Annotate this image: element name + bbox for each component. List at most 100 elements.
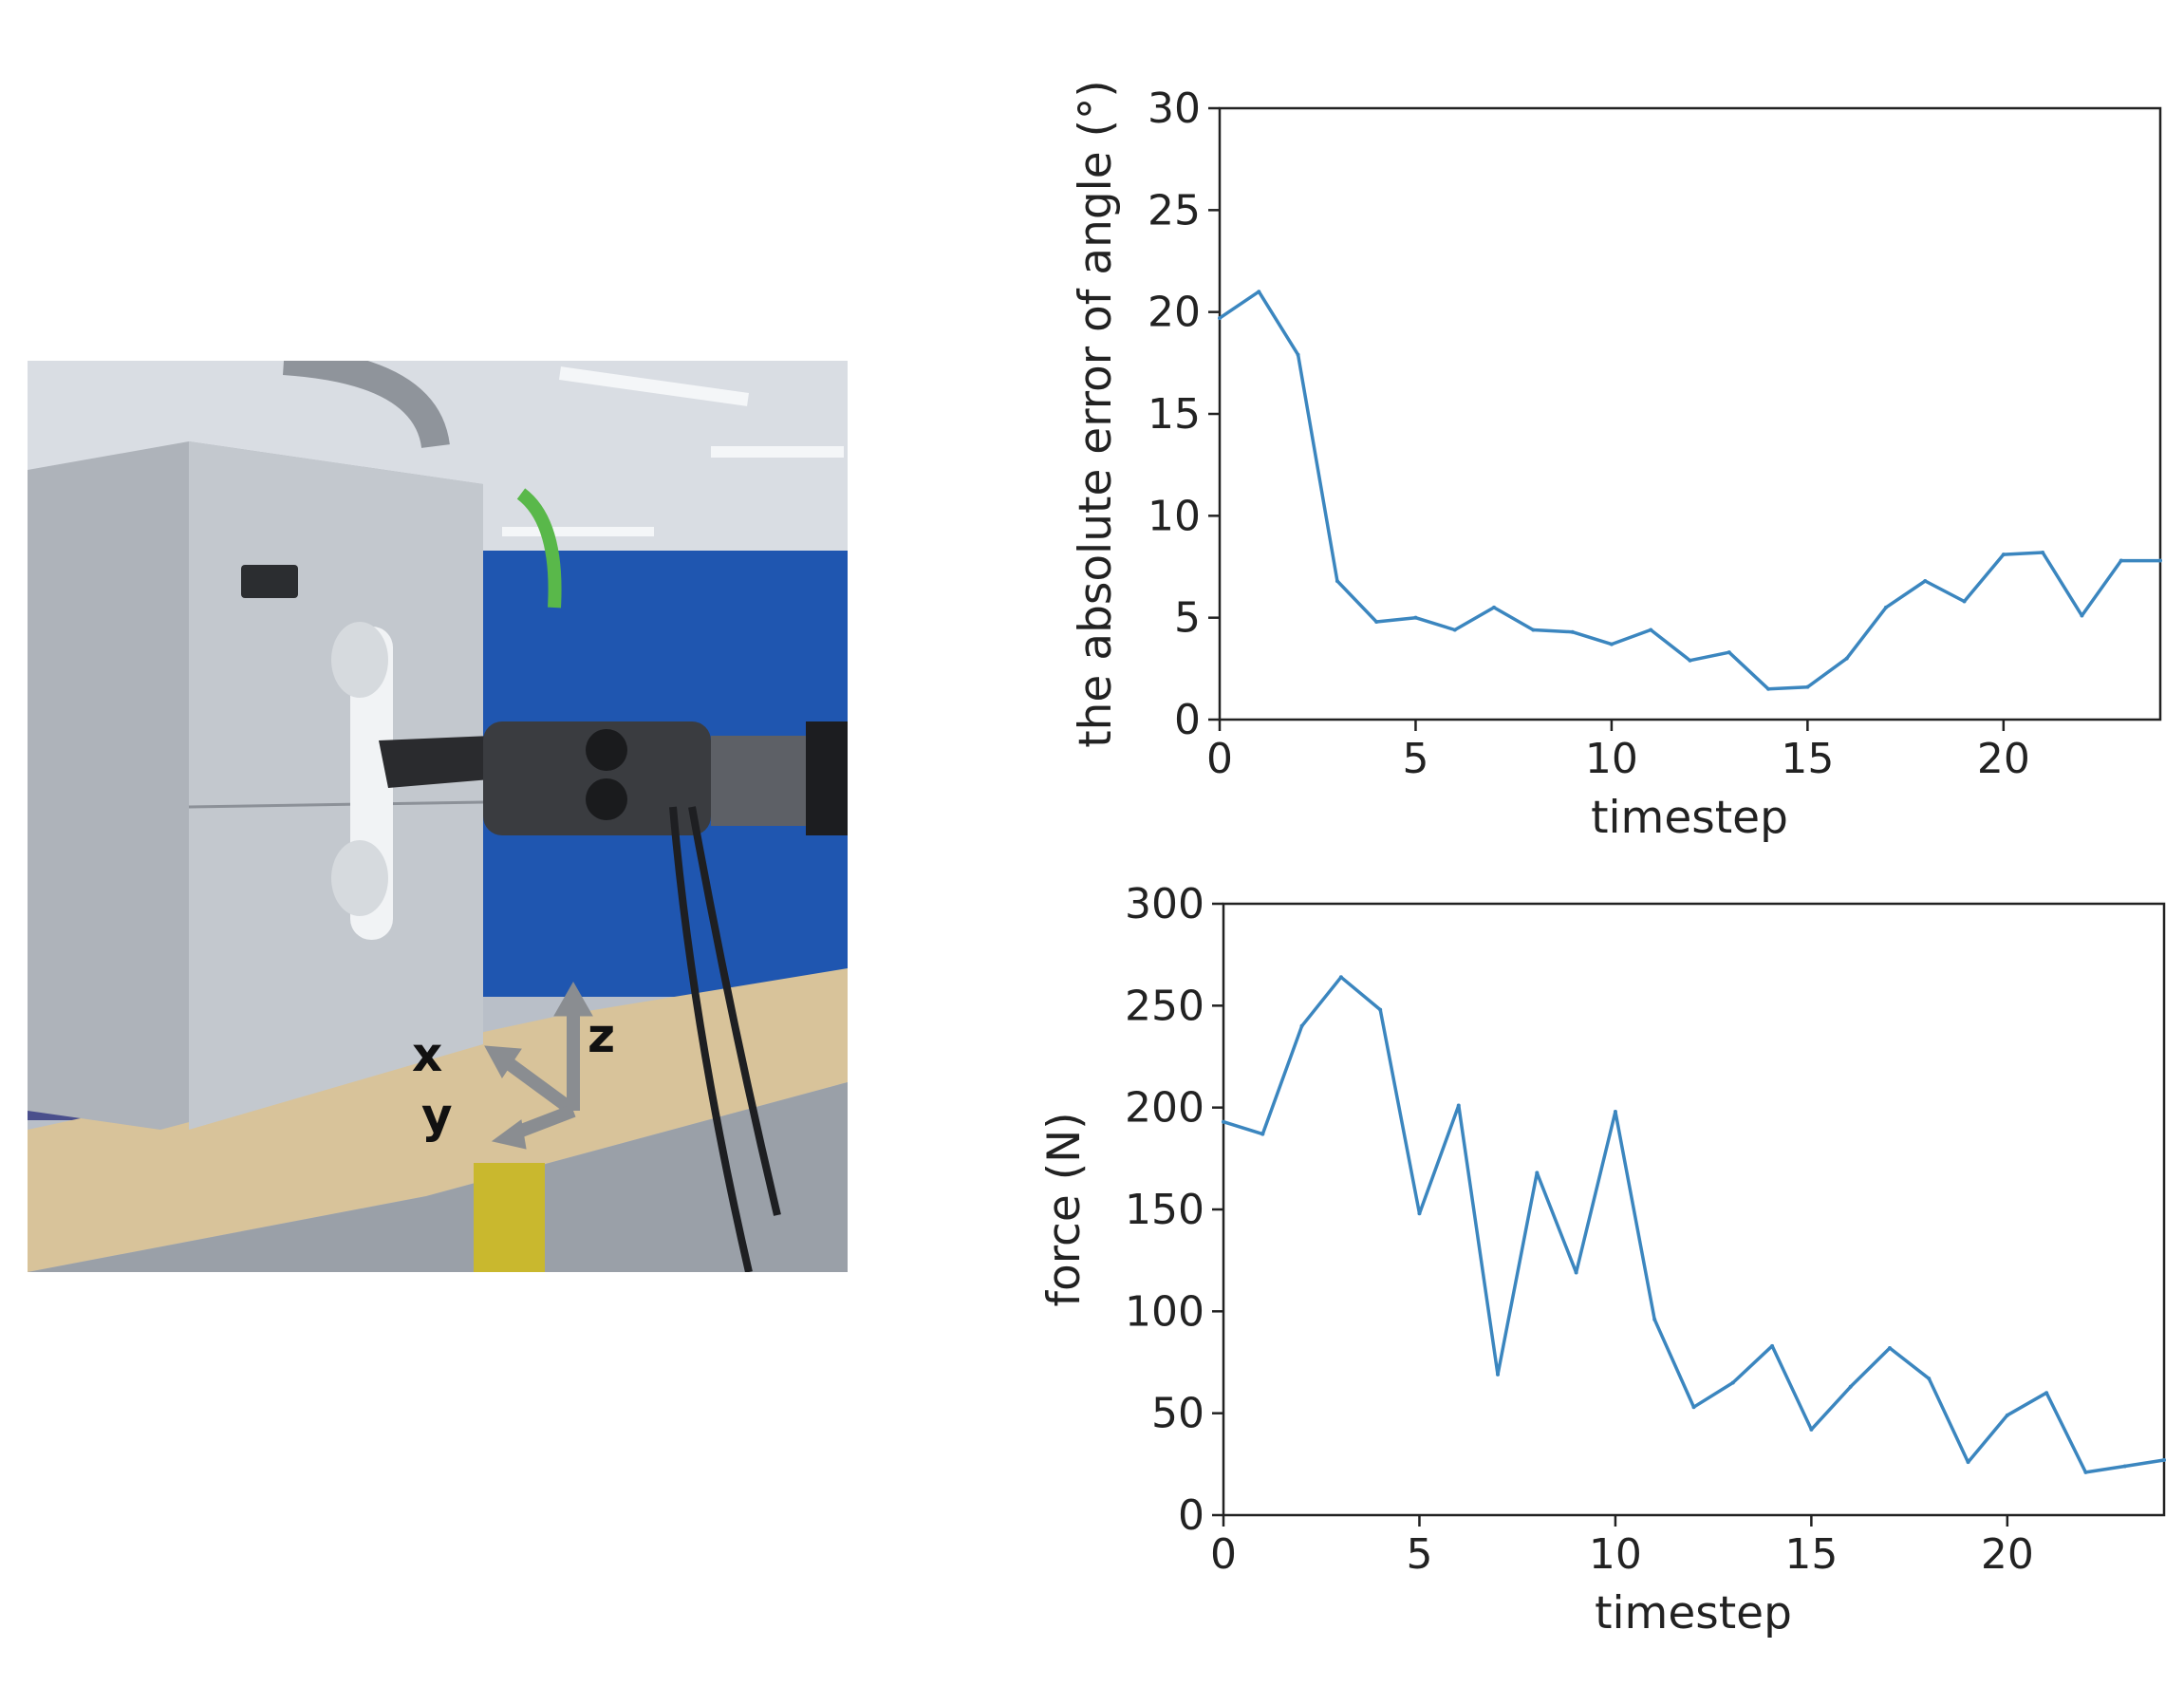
- angle-chart-data-point: [1649, 628, 1653, 632]
- force-chart-x-label: timestep: [1595, 1587, 1792, 1639]
- force-chart-data-point: [1652, 1317, 1657, 1321]
- force-chart-x-tick-label: 10: [1589, 1530, 1642, 1579]
- green-cable: [516, 488, 562, 609]
- force-chart-data-point: [2122, 1464, 2127, 1469]
- force-chart-x-tick-label: 0: [1210, 1530, 1237, 1579]
- robot-hand: [379, 736, 502, 788]
- axis-label-z: z: [588, 1008, 615, 1063]
- angle-chart-data-point: [1413, 615, 1418, 620]
- angle-chart-data-point: [1492, 605, 1497, 609]
- force-chart-y-tick-label: 300: [1125, 880, 1204, 928]
- force-chart-data-point: [1770, 1343, 1775, 1348]
- axis-label-y: y: [421, 1088, 453, 1143]
- force-chart-data-point: [2044, 1391, 2049, 1396]
- angle-chart-y-label: the absolute error of angle (°): [1070, 80, 1122, 748]
- force-chart-y-tick-label: 250: [1125, 982, 1204, 1030]
- x-arrowhead: [484, 1045, 522, 1078]
- suction-cup-bottom: [331, 840, 388, 916]
- force-chart-data-point: [2162, 1458, 2166, 1463]
- angle-chart-y-tick-label: 25: [1148, 186, 1201, 234]
- force-chart-y-tick-label: 150: [1125, 1186, 1204, 1234]
- table-leg: [474, 1163, 545, 1272]
- force-chart-y-tick-label: 100: [1125, 1287, 1204, 1336]
- force-chart-data-point: [1535, 1171, 1540, 1175]
- ceiling-light: [558, 366, 750, 406]
- angle-chart-data-point: [1688, 658, 1692, 663]
- force-chart-data-point: [1691, 1405, 1696, 1410]
- ceiling-duct: [282, 361, 450, 449]
- angle-chart-data-point: [1452, 628, 1457, 632]
- angle-error-chart: 0 5 10 15 20 0 5 10 15 20 25 30 timestep the absol…: [1070, 80, 2162, 844]
- angle-chart-data-point: [1374, 619, 1379, 624]
- angle-chart-data-point: [1570, 629, 1575, 634]
- force-chart-data-point: [2005, 1413, 2009, 1417]
- force-chart-x-tick-label: 20: [1981, 1530, 2034, 1579]
- angle-chart-y-ticks: 0 5 10 15 20 25 30: [1148, 84, 1220, 744]
- angle-chart-data-point: [2119, 558, 2123, 563]
- angle-chart-data-point: [1257, 290, 1261, 294]
- force-chart-data-point: [1417, 1211, 1422, 1216]
- robot-wrist: [483, 721, 711, 835]
- force-chart-data-point: [1299, 1023, 1304, 1028]
- angle-chart-data-point: [1962, 599, 1967, 604]
- angle-chart-data-point: [2001, 553, 2006, 557]
- wrist-vent: [586, 778, 627, 820]
- coordinate-frame: [484, 981, 593, 1150]
- force-chart-data-point: [1378, 1007, 1383, 1012]
- angle-chart-data-point: [1883, 605, 1888, 609]
- angle-chart-data-point: [1531, 628, 1536, 632]
- force-chart-data-point: [1966, 1460, 1970, 1465]
- force-chart-y-tick-label: 200: [1125, 1084, 1204, 1133]
- force-line: [1223, 975, 2165, 1474]
- angle-chart-frame: [1218, 106, 2162, 721]
- force-chart-data-point: [1574, 1270, 1578, 1275]
- force-chart-data-point: [1260, 1132, 1265, 1136]
- angle-chart-x-ticks: 0 5 10 15 20: [1206, 720, 2030, 783]
- force-chart-data-point: [1222, 1119, 1225, 1124]
- force-chart-y-tick-label: 50: [1151, 1390, 1204, 1438]
- angle-chart-x-tick-label: 0: [1206, 735, 1233, 783]
- force-chart-data-point: [2083, 1470, 2088, 1474]
- axis-label-x: x: [412, 1027, 442, 1082]
- force-chart-data-point: [1848, 1384, 1853, 1389]
- angle-chart-x-tick-label: 10: [1585, 735, 1638, 783]
- robot-cable: [669, 806, 753, 1272]
- force-chart-y-ticks: 0 50 100 150 200 250 300: [1125, 880, 1223, 1540]
- angle-chart-data-point: [1335, 579, 1339, 584]
- angle-chart-x-tick-label: 15: [1781, 735, 1834, 783]
- angle-chart-y-tick-label: 5: [1174, 594, 1201, 643]
- angle-chart-x-tick-label: 20: [1977, 735, 2030, 783]
- force-chart-data-point: [1338, 975, 1343, 980]
- force-chart-data-point: [1927, 1377, 1932, 1381]
- force-chart-data-point: [1809, 1427, 1814, 1432]
- angle-chart-y-tick-label: 0: [1174, 696, 1201, 744]
- angle-chart-data-point: [1923, 579, 1928, 584]
- force-chart-data-point: [1887, 1345, 1892, 1350]
- angle-chart-data-point: [1218, 316, 1222, 321]
- force-chart-y-label: force (N): [1038, 1112, 1091, 1306]
- angle-chart-data-point: [1844, 656, 1849, 661]
- x-axis-arrow: [497, 1053, 578, 1116]
- robot-photo-drawing: x y z: [28, 361, 848, 1272]
- cabinet-front: [189, 441, 483, 1130]
- angle-error-line: [1219, 290, 2160, 691]
- angle-chart-data-point: [1296, 352, 1300, 357]
- ceiling-light: [711, 446, 844, 458]
- angle-chart-data-point: [2158, 558, 2162, 563]
- angle-chart-data-point: [2080, 613, 2084, 618]
- z-arrowhead: [553, 981, 593, 1017]
- angle-chart-y-tick-label: 20: [1148, 289, 1201, 337]
- table-top: [28, 968, 848, 1272]
- angle-chart-y-tick-label: 15: [1148, 390, 1201, 439]
- cabinet-lock: [241, 565, 298, 598]
- y-arrowhead: [491, 1119, 527, 1150]
- angle-chart-data-point: [1727, 650, 1731, 655]
- robot-arm: [806, 721, 848, 835]
- force-chart-x-ticks: 0 5 10 15 20: [1210, 1515, 2034, 1579]
- robot-photo: x y z: [28, 361, 848, 1272]
- robot-flange: [711, 736, 806, 826]
- suction-cup-top: [331, 622, 388, 698]
- angle-chart-data-point: [2041, 550, 2045, 554]
- force-chart-x-tick-label: 15: [1784, 1530, 1838, 1579]
